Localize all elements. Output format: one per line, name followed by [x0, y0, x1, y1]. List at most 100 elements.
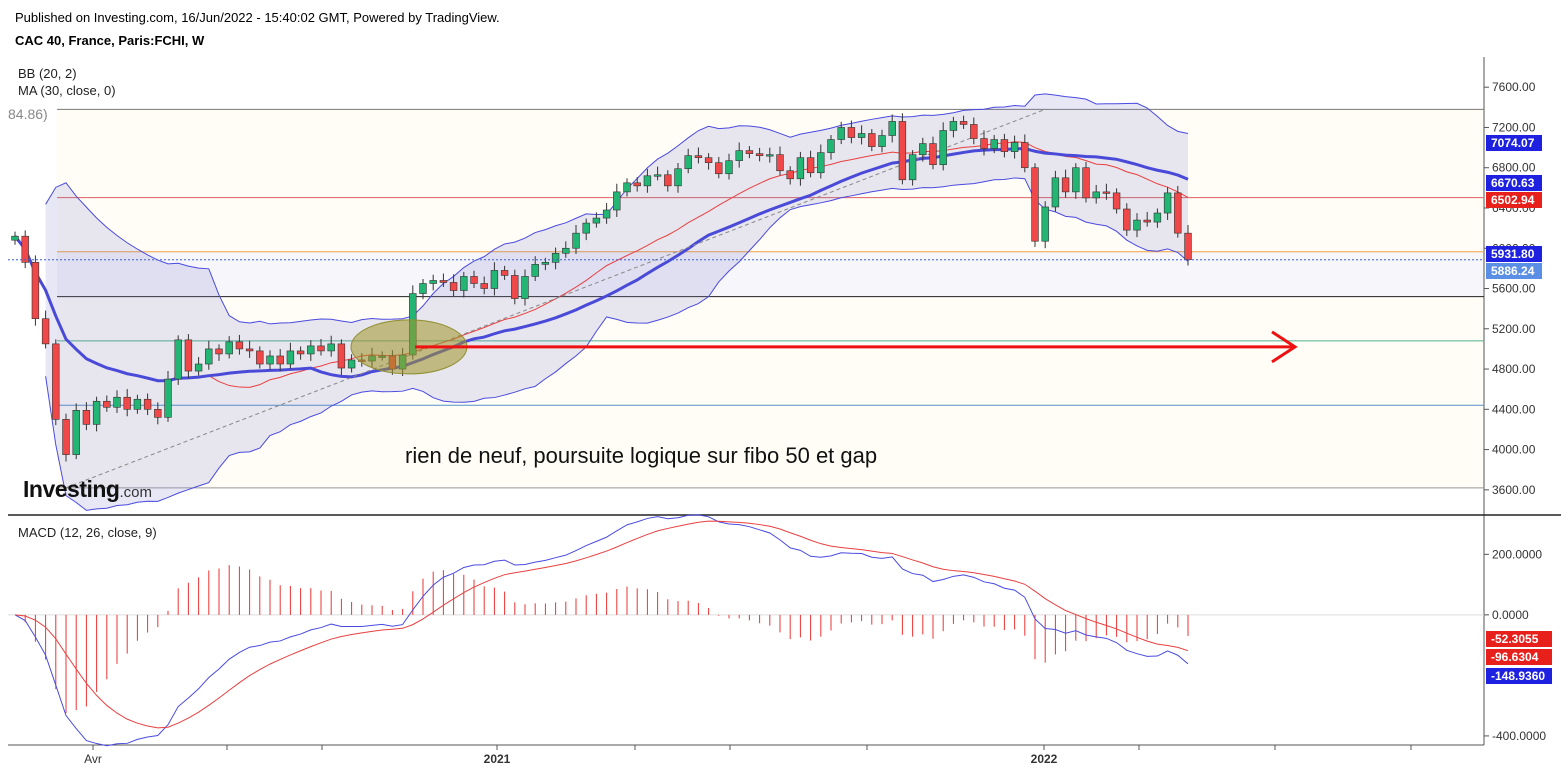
- candle-101: [1041, 206, 1049, 242]
- candle-43: [449, 282, 458, 291]
- candle-33: [347, 359, 356, 369]
- candle-92: [949, 121, 958, 131]
- candle-75: [776, 154, 784, 172]
- price-label-4: 5886.24: [1491, 264, 1535, 278]
- candle-47: [490, 270, 499, 289]
- macd-indicator-label[interactable]: MACD (12, 26, close, 9): [18, 525, 157, 540]
- candle-100: [1031, 167, 1039, 242]
- candle-115: [1184, 232, 1192, 261]
- candle-106: [1092, 191, 1100, 199]
- price-label-0: 7074.07: [1491, 136, 1535, 150]
- candle-78: [806, 157, 815, 174]
- candle-79: [817, 152, 825, 174]
- candle-77: [796, 157, 805, 180]
- macd-label-box-0: [1486, 631, 1552, 647]
- candle-13: [143, 398, 152, 410]
- candle-42: [439, 280, 448, 283]
- bollinger-lower: [45, 177, 1189, 511]
- candle-17: [184, 339, 193, 372]
- price-label-box-3: [1486, 246, 1542, 262]
- price-label-box-0: [1486, 135, 1542, 151]
- price-tick-4: 5200.00: [1492, 322, 1536, 336]
- price-tick-3: 4800.00: [1492, 362, 1536, 376]
- candle-80: [827, 139, 835, 153]
- macd-axis: -400.0000 0.0000 200.0000: [1484, 547, 1546, 743]
- candle-73: [755, 153, 764, 156]
- candle-66: [684, 155, 692, 170]
- bollinger-band-fill: [45, 93, 1189, 511]
- candle-81: [837, 127, 845, 140]
- candle-53: [551, 252, 560, 263]
- macd-tick-0: -400.0000: [1492, 729, 1546, 743]
- candle-94: [970, 124, 978, 139]
- candle-52: [541, 262, 550, 265]
- candle-8: [92, 400, 101, 425]
- candle-90: [929, 143, 937, 166]
- candle-63: [653, 174, 662, 177]
- candle-76: [786, 170, 794, 180]
- candle-7: [82, 410, 91, 425]
- candle-99: [1021, 142, 1029, 169]
- candle-111: [1143, 219, 1151, 223]
- fibo-zone: [57, 251, 1484, 297]
- candle-71: [735, 150, 743, 161]
- candle-48: [500, 270, 509, 276]
- published-header: Published on Investing.com, 16/Jun/2022 …: [15, 10, 500, 25]
- price-tick-0: 3600.00: [1492, 483, 1536, 497]
- macd-tick-2: 200.0000: [1492, 547, 1542, 561]
- candle-6: [72, 410, 80, 455]
- candle-49: [511, 275, 519, 299]
- candle-114: [1174, 192, 1182, 234]
- candle-88: [908, 154, 917, 181]
- candle-97: [1000, 139, 1009, 152]
- candle-24: [256, 350, 264, 365]
- candle-12: [133, 398, 142, 410]
- candle-22: [235, 341, 244, 350]
- candle-46: [480, 283, 488, 289]
- ma30-line: [13, 147, 1189, 383]
- price-label-1: 6670.63: [1491, 176, 1535, 190]
- candle-64: [664, 174, 672, 187]
- candle-104: [1072, 167, 1080, 193]
- candle-72: [745, 150, 754, 154]
- bb-indicator-label[interactable]: BB (20, 2): [18, 66, 77, 81]
- candle-27: [286, 350, 295, 365]
- candle-60: [623, 182, 631, 193]
- candle-86: [888, 121, 896, 136]
- candle-70: [725, 160, 733, 175]
- candle-25: [266, 355, 274, 365]
- candle-67: [694, 155, 703, 158]
- fibo-background: [57, 109, 1484, 488]
- candle-61: [633, 182, 641, 187]
- candle-14: [154, 409, 162, 418]
- macd-histogram: [24, 565, 1189, 714]
- investing-logo: Investing.com: [23, 476, 152, 502]
- candle-95: [980, 138, 988, 149]
- candle-58: [602, 209, 611, 219]
- candle-89: [919, 143, 927, 155]
- candle-84: [868, 133, 876, 147]
- time-tick-1: 2021: [484, 752, 511, 766]
- macd-label-1: -96.6304: [1491, 650, 1539, 664]
- candle-30: [317, 345, 325, 352]
- candle-45: [470, 276, 478, 284]
- candle-4: [52, 343, 60, 420]
- candle-83: [857, 133, 866, 138]
- candle-110: [1133, 219, 1141, 231]
- arrow-head: [1271, 330, 1298, 364]
- candle-28: [296, 350, 305, 355]
- macd-signal-line: [14, 520, 1189, 729]
- candle-56: [582, 222, 590, 234]
- macd-label-box-1: [1486, 649, 1552, 665]
- macd-label-0: -52.3055: [1491, 632, 1539, 646]
- candle-50: [521, 276, 529, 299]
- candle-40: [419, 283, 427, 294]
- candle-3: [41, 318, 50, 345]
- candle-108: [1112, 192, 1121, 210]
- ma-indicator-label[interactable]: MA (30, close, 0): [18, 83, 116, 98]
- price-label-box-2: [1486, 192, 1542, 208]
- price-tick-1: 4000.00: [1492, 443, 1536, 457]
- candle-44: [460, 276, 468, 291]
- candle-59: [613, 191, 621, 211]
